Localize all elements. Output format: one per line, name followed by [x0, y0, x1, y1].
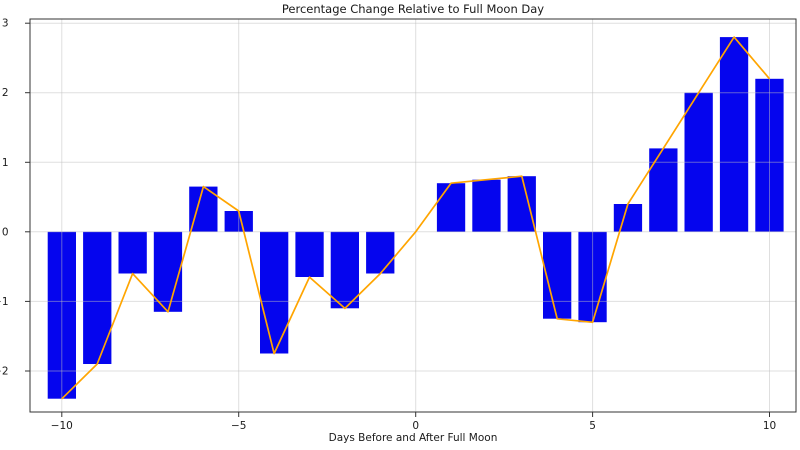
y-tick-label: 1	[2, 157, 9, 169]
bar-day--8	[118, 231, 147, 274]
bar-day-9	[719, 37, 749, 232]
y-tick-label: 2	[2, 87, 9, 99]
y-tick-label: 0	[2, 226, 9, 238]
x-tick-label: 10	[763, 420, 776, 432]
bar-day--7	[153, 231, 183, 312]
plot-border	[29, 18, 797, 413]
bar-day-1	[436, 183, 466, 232]
y-tick-label: 3	[2, 18, 9, 30]
x-axis-label: Days Before and After Full Moon	[328, 432, 498, 444]
x-tick-label: 0	[412, 420, 419, 432]
bar-day-7	[649, 148, 678, 232]
chart-title: Percentage Change Relative to Full Moon …	[281, 2, 545, 16]
bar-day--6	[189, 186, 218, 232]
bar-day-2	[472, 179, 501, 232]
bar-day-3	[507, 176, 536, 232]
bar-day-4	[543, 231, 572, 319]
bar-day--2	[330, 231, 359, 309]
y-tick-label: −2	[0, 366, 9, 378]
bar-day--3	[295, 231, 324, 277]
x-tick-label: −5	[231, 420, 246, 432]
bar-day--9	[83, 231, 112, 364]
y-tick-label: −1	[0, 296, 9, 308]
bar-day--4	[260, 231, 289, 354]
bar-day-6	[613, 204, 643, 232]
gridlines	[30, 19, 796, 412]
bar-day--1	[366, 231, 395, 274]
x-tick-label: −10	[51, 420, 73, 432]
x-tick-label: 5	[589, 420, 596, 432]
line-series	[61, 36, 771, 400]
